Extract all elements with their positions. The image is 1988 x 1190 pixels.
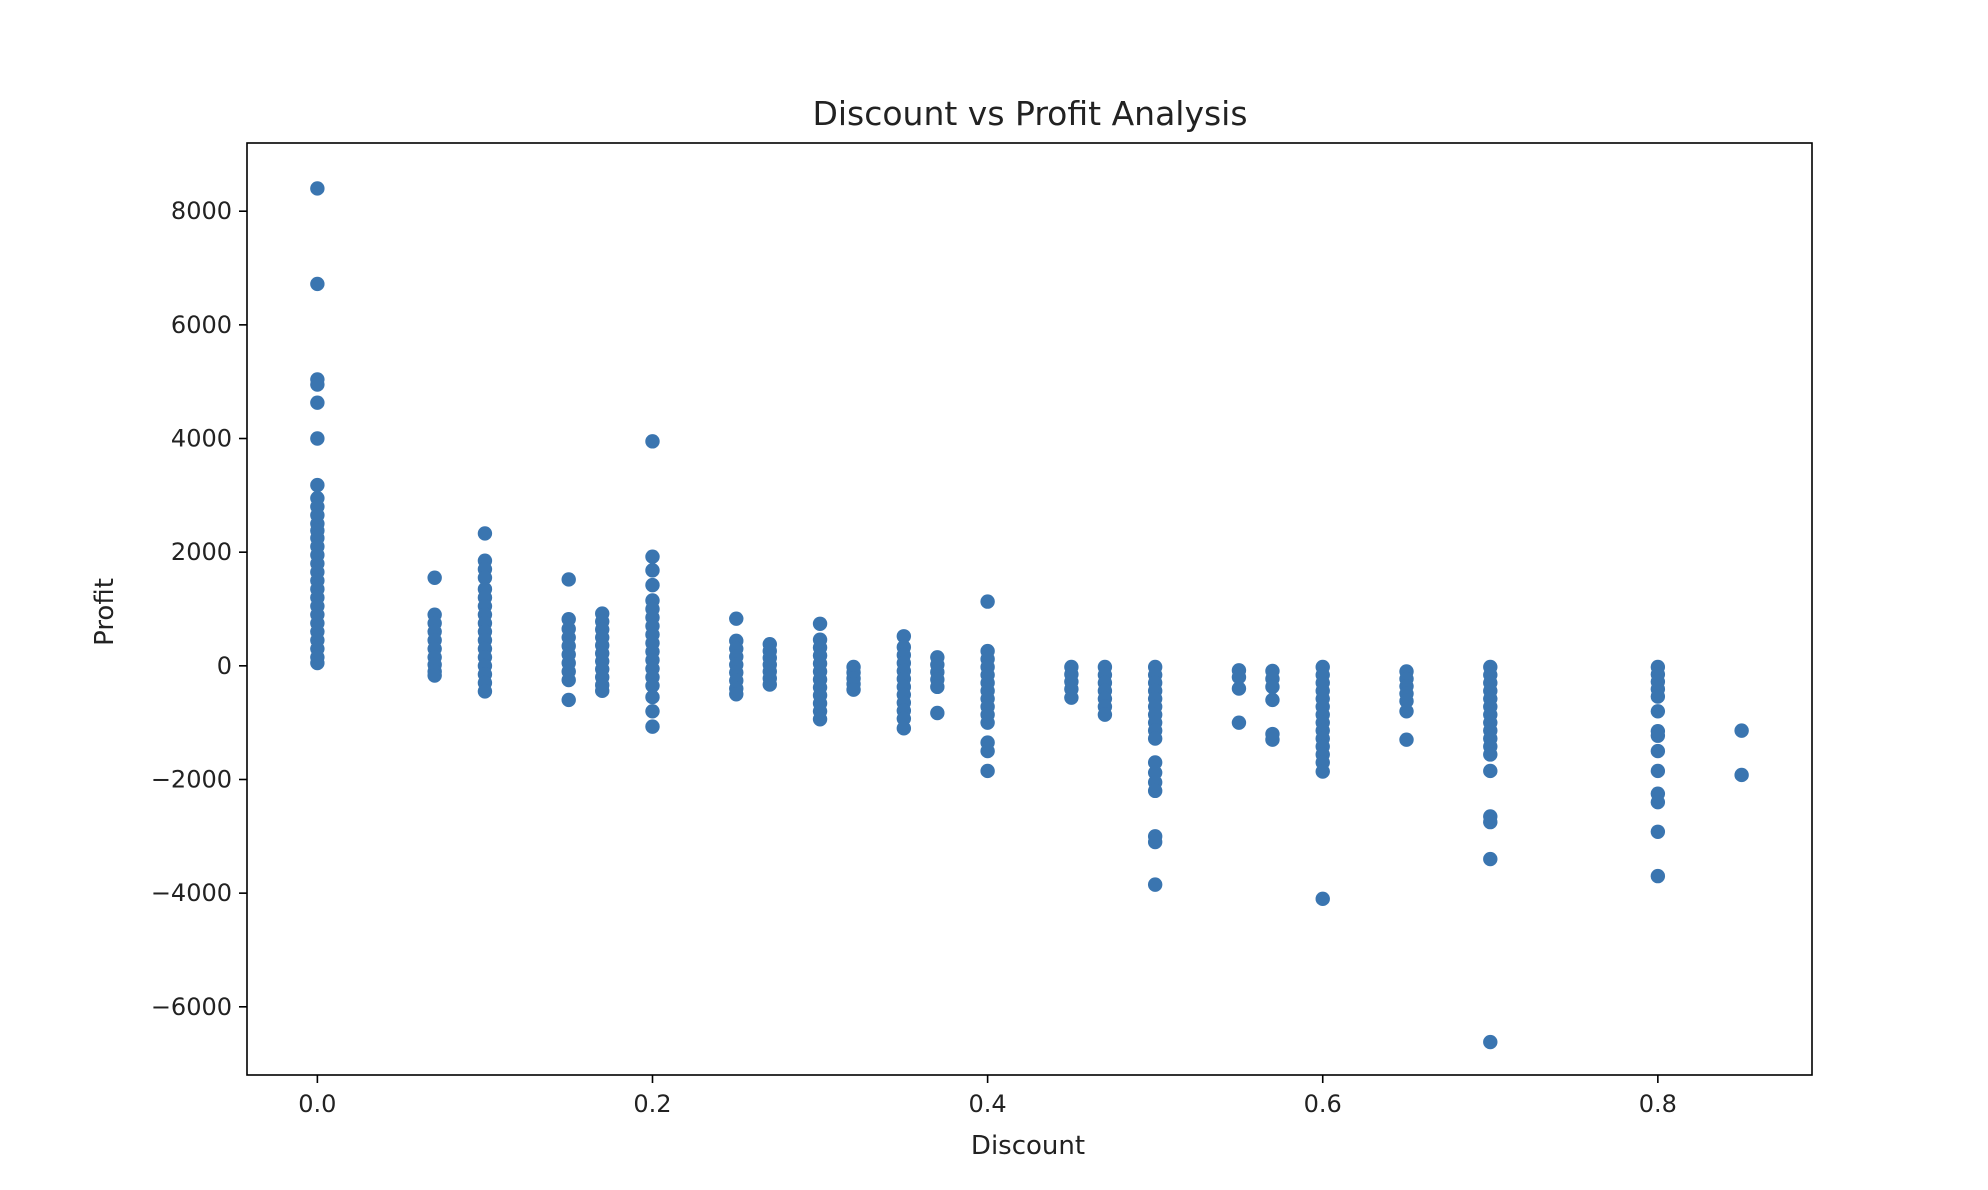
scatter-point (561, 692, 576, 708)
scatter-point (1147, 783, 1163, 799)
scatter-point (980, 715, 995, 730)
scatter-point (812, 712, 828, 727)
scatter-point (645, 577, 660, 593)
scatter-points (310, 181, 1749, 1050)
x-tick-label: 0.8 (1639, 1090, 1677, 1118)
scatter-point (1399, 693, 1414, 709)
scatter-point (1147, 877, 1163, 892)
y-tick-label: 2000 (171, 538, 232, 566)
scatter-point (1315, 891, 1330, 907)
scatter-point (645, 434, 660, 449)
scatter-point (427, 570, 442, 585)
scatter-point (1650, 689, 1666, 704)
scatter-point (310, 276, 325, 292)
scatter-point (1650, 704, 1666, 719)
y-tick-label: 0 (217, 652, 232, 680)
scatter-point (1650, 728, 1666, 743)
scatter-point (1265, 692, 1280, 708)
scatter-point (812, 616, 828, 631)
scatter-point (310, 395, 325, 410)
scatter-point (645, 689, 660, 705)
scatter-point (1265, 679, 1280, 695)
x-tick-label: 0.6 (1304, 1090, 1342, 1118)
y-axis: −6000 −4000 −2000 0 2000 4000 6000 8000 (151, 197, 247, 1021)
scatter-point (561, 572, 576, 587)
y-axis-label: Profit (90, 578, 120, 646)
scatter-point (1650, 795, 1666, 810)
scatter-point (1650, 763, 1666, 779)
scatter-point (427, 668, 442, 683)
scatter-point (645, 563, 660, 578)
scatter-point (561, 672, 576, 688)
scatter-point (1147, 755, 1163, 770)
scatter-point (310, 655, 325, 671)
x-tick-label: 0.2 (633, 1090, 671, 1118)
scatter-point (1650, 868, 1666, 884)
plot-area-frame (246, 142, 1813, 1076)
scatter-point (1734, 723, 1749, 738)
chart-title: Discount vs Profit Analysis (812, 94, 1247, 133)
scatter-point (930, 679, 945, 695)
scatter-point (1315, 764, 1330, 779)
scatter-point (1231, 715, 1247, 730)
scatter-point (477, 526, 493, 541)
scatter-point (1399, 732, 1414, 747)
scatter-point (1231, 669, 1247, 685)
scatter-point (1650, 743, 1666, 759)
scatter-point (896, 721, 912, 736)
scatter-point (1097, 707, 1113, 722)
x-axis-label: Discount (971, 1131, 1085, 1161)
scatter-point (645, 678, 660, 693)
scatter-point (1483, 763, 1498, 779)
scatter-point (980, 594, 995, 609)
x-tick-label: 0.4 (969, 1090, 1007, 1118)
scatter-point (1147, 834, 1163, 850)
scatter-point (762, 677, 777, 692)
scatter-point (1734, 767, 1749, 783)
scatter-point (310, 431, 325, 446)
scatter-point (1483, 1034, 1498, 1050)
x-axis: 0.0 0.2 0.4 0.6 0.8 (298, 1075, 1677, 1118)
y-tick-label: 8000 (171, 197, 232, 225)
scatter-point (846, 682, 861, 697)
y-tick-label: 4000 (171, 425, 232, 453)
scatter-point (310, 181, 325, 196)
scatter-point (729, 687, 744, 702)
scatter-point (1231, 681, 1247, 696)
scatter-point (477, 684, 493, 699)
scatter-point (1265, 732, 1280, 747)
scatter-point (310, 377, 325, 392)
scatter-point (645, 549, 660, 564)
scatter-point (1147, 731, 1163, 746)
scatter-point (980, 743, 995, 759)
scatter-point (1483, 747, 1498, 762)
scatter-point (477, 570, 493, 585)
y-tick-label: −4000 (151, 879, 232, 907)
scatter-point (1064, 690, 1079, 705)
scatter-point (896, 629, 912, 644)
x-tick-label: 0.0 (298, 1090, 336, 1118)
scatter-point (930, 705, 945, 721)
y-tick-label: −2000 (151, 765, 232, 793)
scatter-point (1483, 851, 1498, 867)
y-tick-label: −6000 (151, 993, 232, 1021)
scatter-point (1483, 814, 1498, 830)
scatter-point (645, 704, 660, 719)
scatter-point (595, 683, 610, 699)
scatter-point (1650, 824, 1666, 839)
scatter-point (729, 611, 744, 626)
y-tick-label: 6000 (171, 311, 232, 339)
scatter-point (980, 763, 995, 779)
scatter-point (1399, 704, 1414, 719)
scatter-point (645, 719, 660, 734)
scatter-point (310, 477, 325, 493)
